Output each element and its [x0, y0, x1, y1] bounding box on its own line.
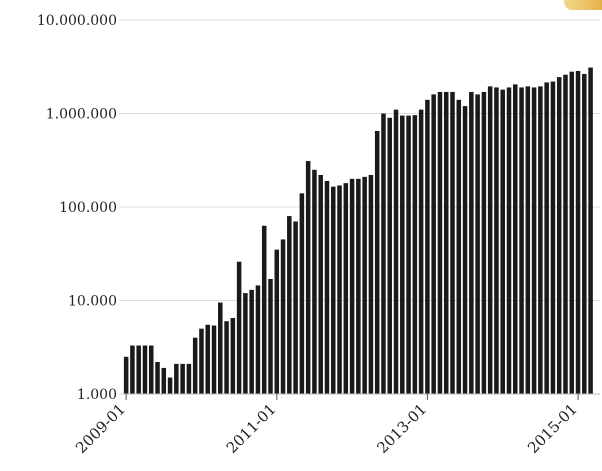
bar	[142, 345, 148, 394]
x-tick-label: 2009-01	[72, 400, 129, 457]
bar	[374, 130, 380, 394]
bar	[211, 325, 217, 394]
bar	[500, 89, 505, 394]
bar	[450, 91, 455, 394]
bar	[506, 87, 512, 395]
bar	[406, 115, 411, 395]
bar	[224, 321, 229, 394]
bar	[186, 363, 192, 394]
bar	[148, 345, 154, 394]
x-tick-label: 2013-01	[373, 400, 430, 457]
bar	[531, 87, 537, 395]
bar	[588, 67, 593, 394]
bar	[155, 361, 160, 394]
y-tick-label: 1.000.000	[46, 107, 117, 123]
y-tick-label: 10.000	[68, 294, 117, 310]
y-axis: 1.000 10.000 100.000 1.000.000 10.000.000	[37, 13, 117, 403]
bar	[475, 94, 480, 394]
bar	[312, 169, 317, 394]
bar	[293, 221, 298, 394]
x-tick-label: 2015-01	[524, 400, 581, 457]
bar	[249, 289, 254, 394]
bar	[343, 183, 349, 394]
bar	[550, 81, 556, 394]
bar	[268, 278, 273, 394]
bar	[324, 180, 330, 394]
bar	[230, 317, 236, 394]
corner-decoration	[564, 0, 602, 10]
bar	[130, 345, 135, 394]
bar	[243, 293, 248, 394]
bar	[349, 178, 355, 394]
bar	[412, 115, 418, 394]
bar	[431, 94, 436, 394]
bar	[400, 115, 405, 395]
bar	[418, 109, 424, 394]
y-tick-label: 100.000	[59, 200, 117, 216]
bar	[261, 225, 267, 394]
bar	[437, 91, 443, 394]
bar	[538, 86, 543, 394]
bar	[287, 216, 292, 394]
bar	[525, 86, 531, 394]
bar	[563, 74, 568, 395]
bar	[161, 367, 167, 394]
bar	[199, 328, 204, 394]
bar	[481, 91, 487, 394]
bar	[218, 302, 223, 394]
bar	[544, 82, 549, 395]
bar	[425, 99, 430, 394]
bar	[387, 117, 393, 395]
bar	[443, 91, 449, 394]
bar	[205, 324, 210, 394]
bar	[337, 185, 342, 394]
bar	[462, 106, 468, 394]
bar	[362, 176, 367, 394]
bar	[368, 174, 374, 394]
y-tick-label: 10.000.000	[37, 13, 117, 29]
bar	[381, 113, 386, 394]
bar	[330, 186, 336, 394]
bar	[280, 239, 286, 394]
bar	[494, 87, 499, 395]
bar	[519, 87, 524, 395]
x-tick-label: 2011-01	[223, 400, 280, 457]
bar	[575, 70, 581, 394]
bar	[167, 377, 173, 394]
bar	[393, 109, 399, 394]
bar	[255, 285, 261, 394]
bar	[299, 193, 305, 394]
bar	[180, 363, 185, 394]
bar	[174, 363, 179, 394]
x-axis: 2009-01 2011-01 2013-01 2015-01	[72, 393, 600, 457]
y-tick-label: 1.000	[77, 387, 117, 403]
bar	[136, 345, 141, 394]
bar	[305, 161, 311, 394]
bar	[236, 261, 242, 394]
bar	[318, 174, 323, 394]
bar	[582, 73, 587, 394]
bar	[456, 99, 462, 394]
bars	[123, 67, 593, 395]
bar	[513, 84, 518, 394]
bar	[356, 178, 361, 394]
bar	[469, 91, 474, 394]
bar	[569, 71, 575, 394]
bar	[123, 356, 129, 394]
bar	[556, 77, 562, 394]
bar	[192, 337, 198, 394]
bar	[274, 249, 280, 394]
bar	[487, 86, 493, 394]
